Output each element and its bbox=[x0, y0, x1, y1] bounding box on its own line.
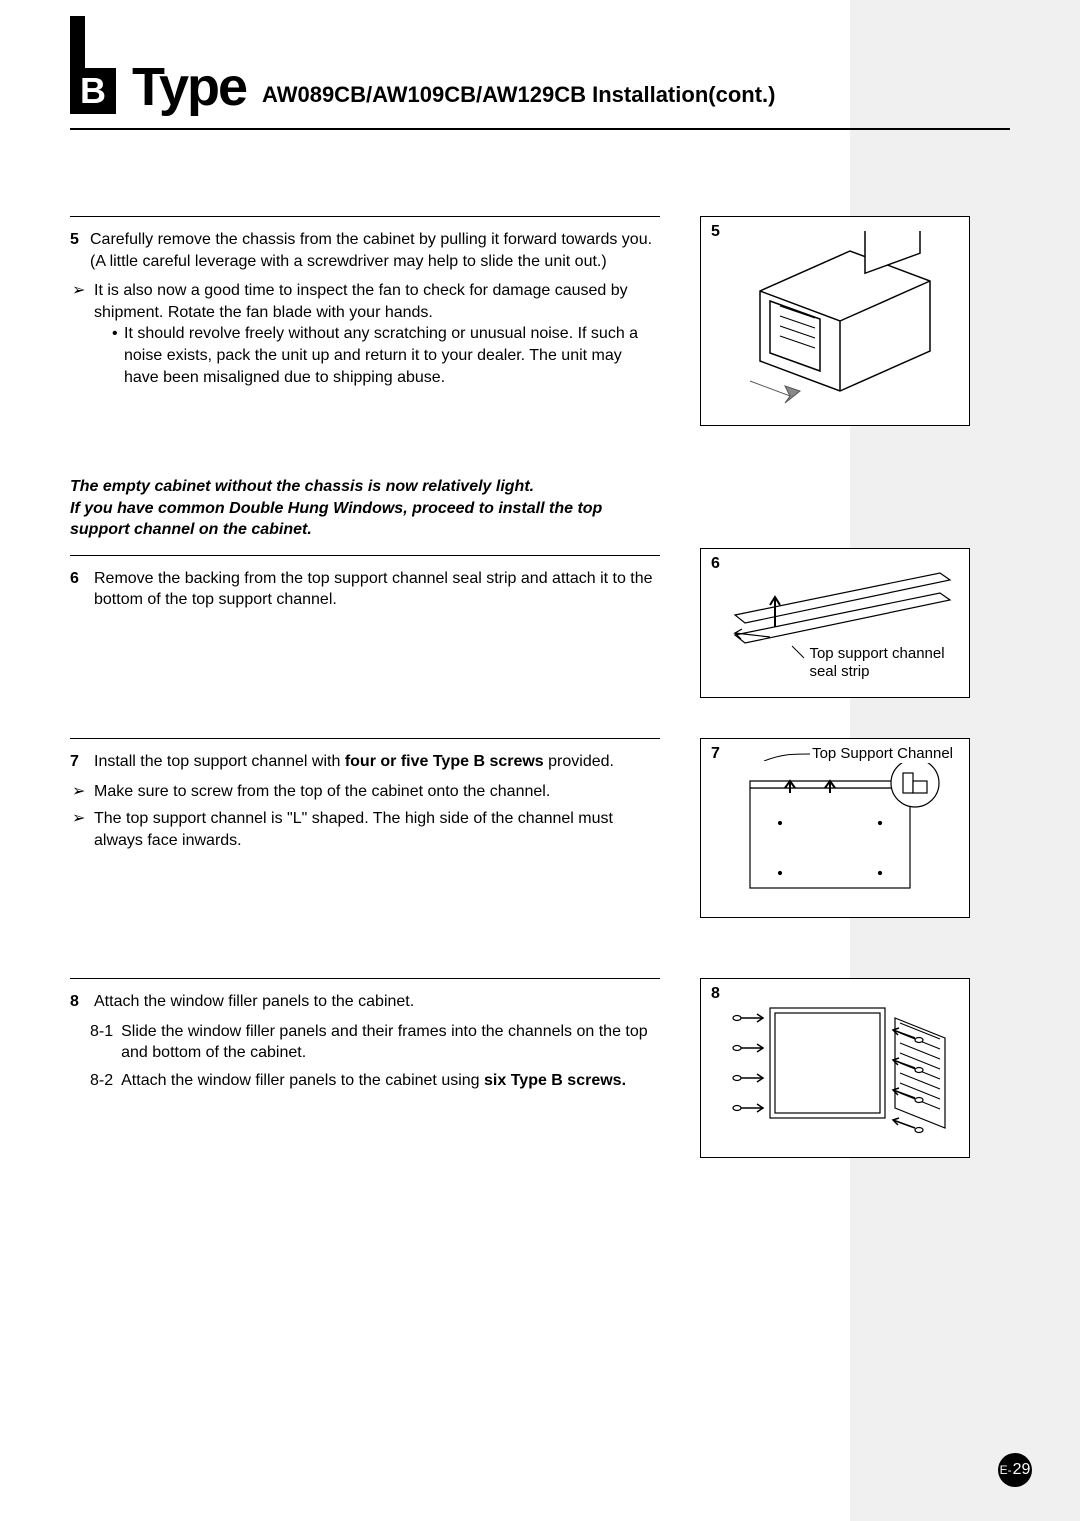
callout-line-icon bbox=[791, 645, 805, 659]
chassis-removal-icon bbox=[720, 231, 950, 411]
step-6-section: The empty cabinet without the chassis is… bbox=[70, 476, 1010, 698]
type-b-badge: B bbox=[70, 68, 116, 114]
step-7-section: 7 Install the top support channel with f… bbox=[70, 738, 1010, 918]
callout-line-icon bbox=[762, 747, 812, 761]
figure-num: 6 bbox=[711, 555, 720, 573]
substep-text: Slide the window filler panels and their… bbox=[121, 1021, 660, 1064]
header-subtitle: AW089CB/AW109CB/AW129CB Installation(con… bbox=[262, 82, 775, 114]
substep-num: 8-1 bbox=[90, 1021, 113, 1064]
step-num: 6 bbox=[70, 568, 84, 611]
rule bbox=[70, 738, 660, 739]
figure-8: 8 bbox=[700, 978, 970, 1158]
step-7-sub1: ➢ Make sure to screw from the top of the… bbox=[70, 781, 660, 803]
italic-note: The empty cabinet without the chassis is… bbox=[70, 476, 660, 541]
figure-7: 7 Top Support Channel bbox=[700, 738, 970, 918]
sub-mark: ➢ bbox=[72, 781, 88, 803]
rule bbox=[70, 216, 660, 217]
bullet: It should revolve freely without any scr… bbox=[94, 323, 660, 388]
step-text: Install the top support channel with fou… bbox=[90, 751, 614, 773]
filler-panels-icon bbox=[715, 988, 955, 1148]
content: 5 Carefully remove the chassis from the … bbox=[70, 216, 1010, 1158]
page: B Type AW089CB/AW109CB/AW129CB Installat… bbox=[0, 0, 1080, 1521]
substep-text: Attach the window filler panels to the c… bbox=[121, 1070, 626, 1092]
step-5-section: 5 Carefully remove the chassis from the … bbox=[70, 216, 1010, 426]
figure-5: 5 bbox=[700, 216, 970, 426]
step-text: Carefully remove the chassis from the ca… bbox=[90, 229, 660, 272]
page-header: B Type AW089CB/AW109CB/AW129CB Installat… bbox=[70, 30, 1010, 130]
figure-6-callout: Top support channel seal strip bbox=[809, 645, 949, 681]
figure-num: 7 bbox=[711, 745, 720, 763]
step-num: 5 bbox=[70, 229, 84, 272]
rule bbox=[70, 555, 660, 556]
step-text: Remove the backing from the top support … bbox=[90, 568, 660, 611]
step-8-section: 8 Attach the window filler panels to the… bbox=[70, 978, 1010, 1158]
sub-mark: ➢ bbox=[72, 808, 88, 851]
step-text: Attach the window filler panels to the c… bbox=[90, 991, 414, 1013]
badge-letter: B bbox=[70, 68, 116, 114]
sub-text: Make sure to screw from the top of the c… bbox=[94, 781, 550, 803]
figure-7-callout: Top Support Channel bbox=[812, 745, 953, 762]
step-8: 8 Attach the window filler panels to the… bbox=[70, 991, 660, 1013]
sub-mark: ➢ bbox=[72, 280, 88, 388]
type-word: Type bbox=[132, 60, 246, 114]
step-5: 5 Carefully remove the chassis from the … bbox=[70, 229, 660, 272]
figure-num: 5 bbox=[711, 223, 720, 241]
step-num: 7 bbox=[70, 751, 84, 773]
step-num: 8 bbox=[70, 991, 84, 1013]
step-8-2: 8-2 Attach the window filler panels to t… bbox=[70, 1070, 660, 1092]
rule bbox=[70, 978, 660, 979]
seal-strip-icon bbox=[715, 565, 955, 645]
figure-6: 6 Top support chan bbox=[700, 548, 970, 698]
step-7: 7 Install the top support channel with f… bbox=[70, 751, 660, 773]
step-8-1: 8-1 Slide the window filler panels and t… bbox=[70, 1021, 660, 1064]
sub-text: It is also now a good time to inspect th… bbox=[94, 280, 660, 323]
step-7-sub2: ➢ The top support channel is "L" shaped.… bbox=[70, 808, 660, 851]
figure-num: 8 bbox=[711, 985, 720, 1003]
sub-text: The top support channel is "L" shaped. T… bbox=[94, 808, 660, 851]
step-6: 6 Remove the backing from the top suppor… bbox=[70, 568, 660, 611]
substep-num: 8-2 bbox=[90, 1070, 113, 1092]
page-number: E-29 bbox=[998, 1453, 1032, 1487]
cabinet-channel-icon bbox=[720, 763, 950, 903]
step-5-sub: ➢ It is also now a good time to inspect … bbox=[70, 280, 660, 388]
